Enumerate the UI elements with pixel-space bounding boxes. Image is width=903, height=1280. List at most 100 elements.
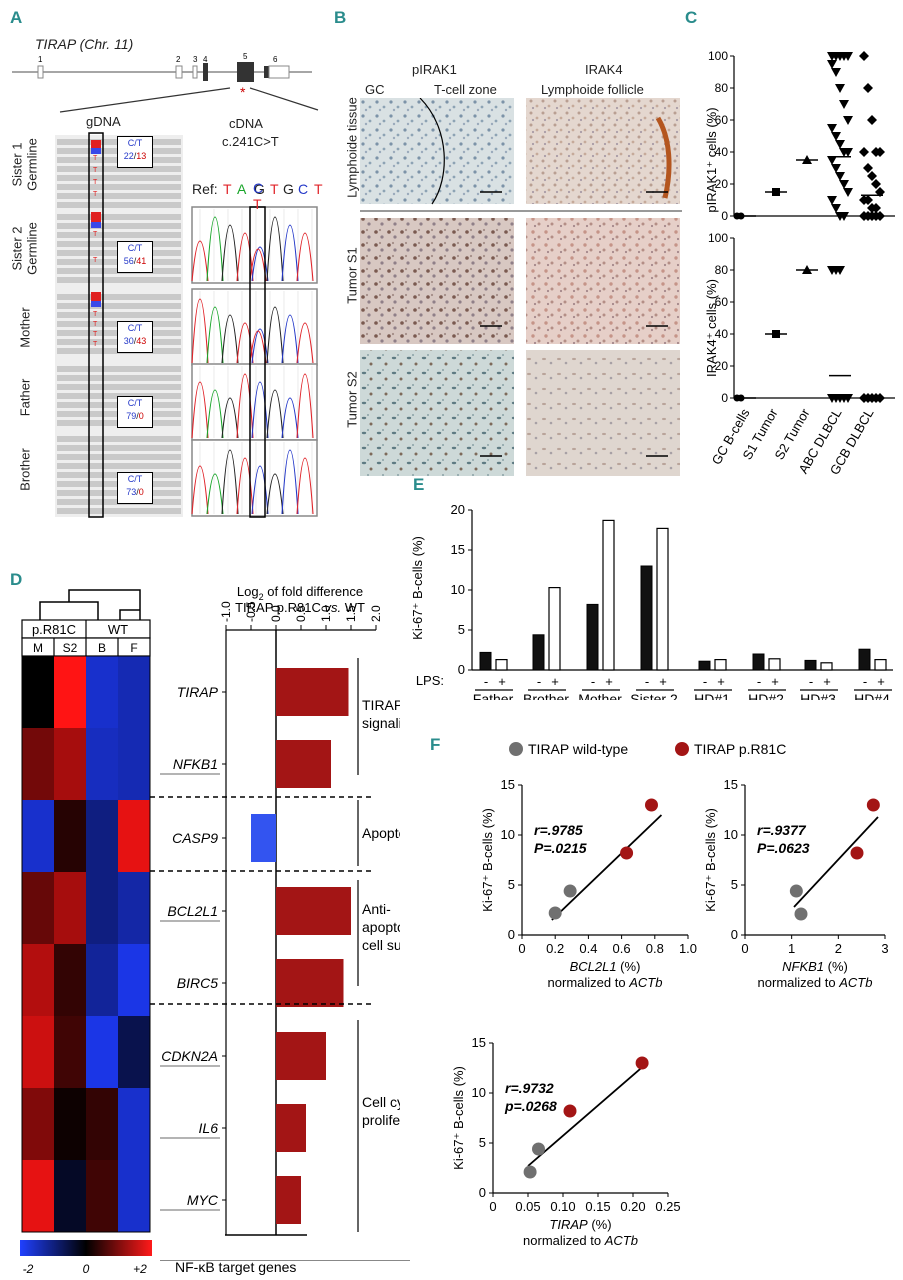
exon-6a bbox=[264, 66, 269, 78]
f-xtick-label: 3 bbox=[881, 941, 888, 956]
f-point-mut bbox=[635, 1056, 649, 1070]
c-point bbox=[859, 51, 869, 61]
d-gene-label: BCL2L1 bbox=[167, 903, 218, 919]
ref-base-8: T bbox=[314, 181, 323, 197]
f-point-wt bbox=[563, 884, 577, 898]
d-title-line2: TIRAP p.R81C vs. WT bbox=[235, 600, 365, 615]
f-point-mut bbox=[866, 798, 880, 812]
heat-cell bbox=[22, 728, 54, 800]
c-ytick-label: 20 bbox=[715, 359, 729, 373]
allele-box-sister1: C/T 22/13 bbox=[117, 136, 153, 168]
f-ytick-label: 0 bbox=[479, 1185, 486, 1200]
gc-label: GC bbox=[365, 82, 385, 97]
chroma-peak bbox=[206, 306, 224, 364]
f-xtick-label: 0.10 bbox=[550, 1199, 575, 1214]
alt-count: 41 bbox=[136, 256, 147, 266]
chroma-peak bbox=[251, 328, 269, 364]
f-point-mut bbox=[644, 798, 658, 812]
read-t: T bbox=[93, 331, 98, 338]
e-bar-plus bbox=[768, 658, 781, 671]
c-ytick-label: 80 bbox=[715, 263, 729, 277]
heat-border bbox=[21, 655, 151, 1233]
row-label-sister1-b: Germline bbox=[24, 138, 40, 191]
f-xlabel-unit: (%) bbox=[617, 959, 641, 974]
ref-label: Ref: bbox=[192, 181, 218, 197]
exon-label-5: 5 bbox=[243, 52, 248, 61]
chroma-peak bbox=[236, 457, 254, 515]
heat-cell bbox=[118, 1160, 150, 1232]
e-bar-minus bbox=[479, 651, 492, 671]
c-point bbox=[863, 195, 873, 205]
alt-count: 43 bbox=[136, 336, 147, 346]
chroma-peak bbox=[296, 322, 314, 364]
c-point bbox=[867, 115, 877, 125]
heat-cell bbox=[22, 800, 54, 872]
legend-mut: TIRAP p.R81C bbox=[694, 741, 786, 757]
allele-box-father: C/T 79/0 bbox=[117, 396, 153, 428]
heat-cell bbox=[54, 872, 86, 944]
igv-read bbox=[57, 463, 181, 469]
f-ytick-label: 10 bbox=[472, 1085, 486, 1100]
e-ytick-label: 0 bbox=[458, 662, 465, 677]
exon-2 bbox=[175, 65, 183, 79]
e-lps-minus: - bbox=[863, 674, 867, 689]
colorbar-max: +2 bbox=[133, 1262, 147, 1276]
heat-cell bbox=[22, 1160, 54, 1232]
c-point bbox=[831, 164, 841, 173]
igv-read bbox=[57, 445, 181, 451]
f-point-wt bbox=[789, 884, 803, 898]
cov-red bbox=[91, 212, 101, 222]
read-t: T bbox=[93, 341, 98, 348]
legend-wt-marker bbox=[509, 742, 523, 756]
cat-anti-1: Anti- bbox=[362, 901, 391, 917]
row-label-sister2-a: Sister 2 bbox=[9, 226, 25, 271]
d-bar bbox=[276, 959, 344, 1007]
row-label-tumor-s1: Tumor S1 bbox=[344, 247, 360, 304]
lps-label: LPS: bbox=[416, 673, 444, 688]
igv-read bbox=[57, 193, 181, 199]
c-ylabel-bottom: IRAK4⁺ cells (%) bbox=[704, 279, 719, 377]
d-gene-label: CASP9 bbox=[172, 830, 218, 846]
ref-count: 30 bbox=[123, 336, 134, 346]
d-gene-label: IL6 bbox=[199, 1120, 219, 1136]
cov-blue bbox=[91, 148, 101, 154]
ref-count: 56 bbox=[123, 256, 134, 266]
exon-label-1: 1 bbox=[38, 55, 43, 64]
lymphoid-follicle-label: Lymphoide follicle bbox=[541, 82, 644, 97]
read-t: T bbox=[93, 191, 98, 198]
separator: / bbox=[133, 151, 137, 161]
e-bar-plus bbox=[495, 659, 508, 671]
f-xlabel: BCL2L1 (%) bbox=[570, 959, 641, 974]
cat-tirap-1: TIRAP bbox=[362, 697, 400, 713]
f-actb: ACTb bbox=[838, 975, 872, 990]
e-lps-plus: + bbox=[659, 674, 667, 689]
colorbar-mid: 0 bbox=[83, 1262, 90, 1276]
c-point bbox=[835, 172, 845, 181]
c-point bbox=[835, 84, 845, 93]
igv-read bbox=[57, 454, 181, 460]
f-xlabel-unit: (%) bbox=[588, 1217, 612, 1232]
f-fit-line bbox=[793, 816, 879, 908]
c-point bbox=[867, 171, 877, 181]
e-group-label: HD#2 bbox=[748, 691, 784, 700]
igv-read bbox=[57, 366, 181, 372]
footer-underline bbox=[160, 1260, 410, 1261]
read-t: T bbox=[93, 257, 98, 264]
ref-base-2: A bbox=[237, 181, 247, 197]
f-xtick-label: 0.25 bbox=[655, 1199, 680, 1214]
e-ytick-label: 20 bbox=[451, 502, 465, 517]
chromatograms bbox=[191, 206, 318, 517]
d-xtick-label: 2.0 bbox=[369, 605, 383, 622]
e-bar-plus bbox=[714, 659, 727, 671]
f-r-value: r=.9785 bbox=[534, 822, 583, 838]
f-xtick-label: 1.0 bbox=[679, 941, 697, 956]
e-group-label: Brother bbox=[523, 691, 569, 700]
cov-red bbox=[91, 292, 101, 301]
igv-read bbox=[57, 166, 181, 172]
exon-5 bbox=[237, 62, 254, 82]
e-lps-minus: - bbox=[757, 674, 761, 689]
e-bar-plus bbox=[602, 519, 615, 671]
e-lps-minus: - bbox=[703, 674, 707, 689]
igv-read bbox=[57, 277, 181, 283]
row-label-sister1-a: Sister 1 bbox=[9, 142, 25, 187]
